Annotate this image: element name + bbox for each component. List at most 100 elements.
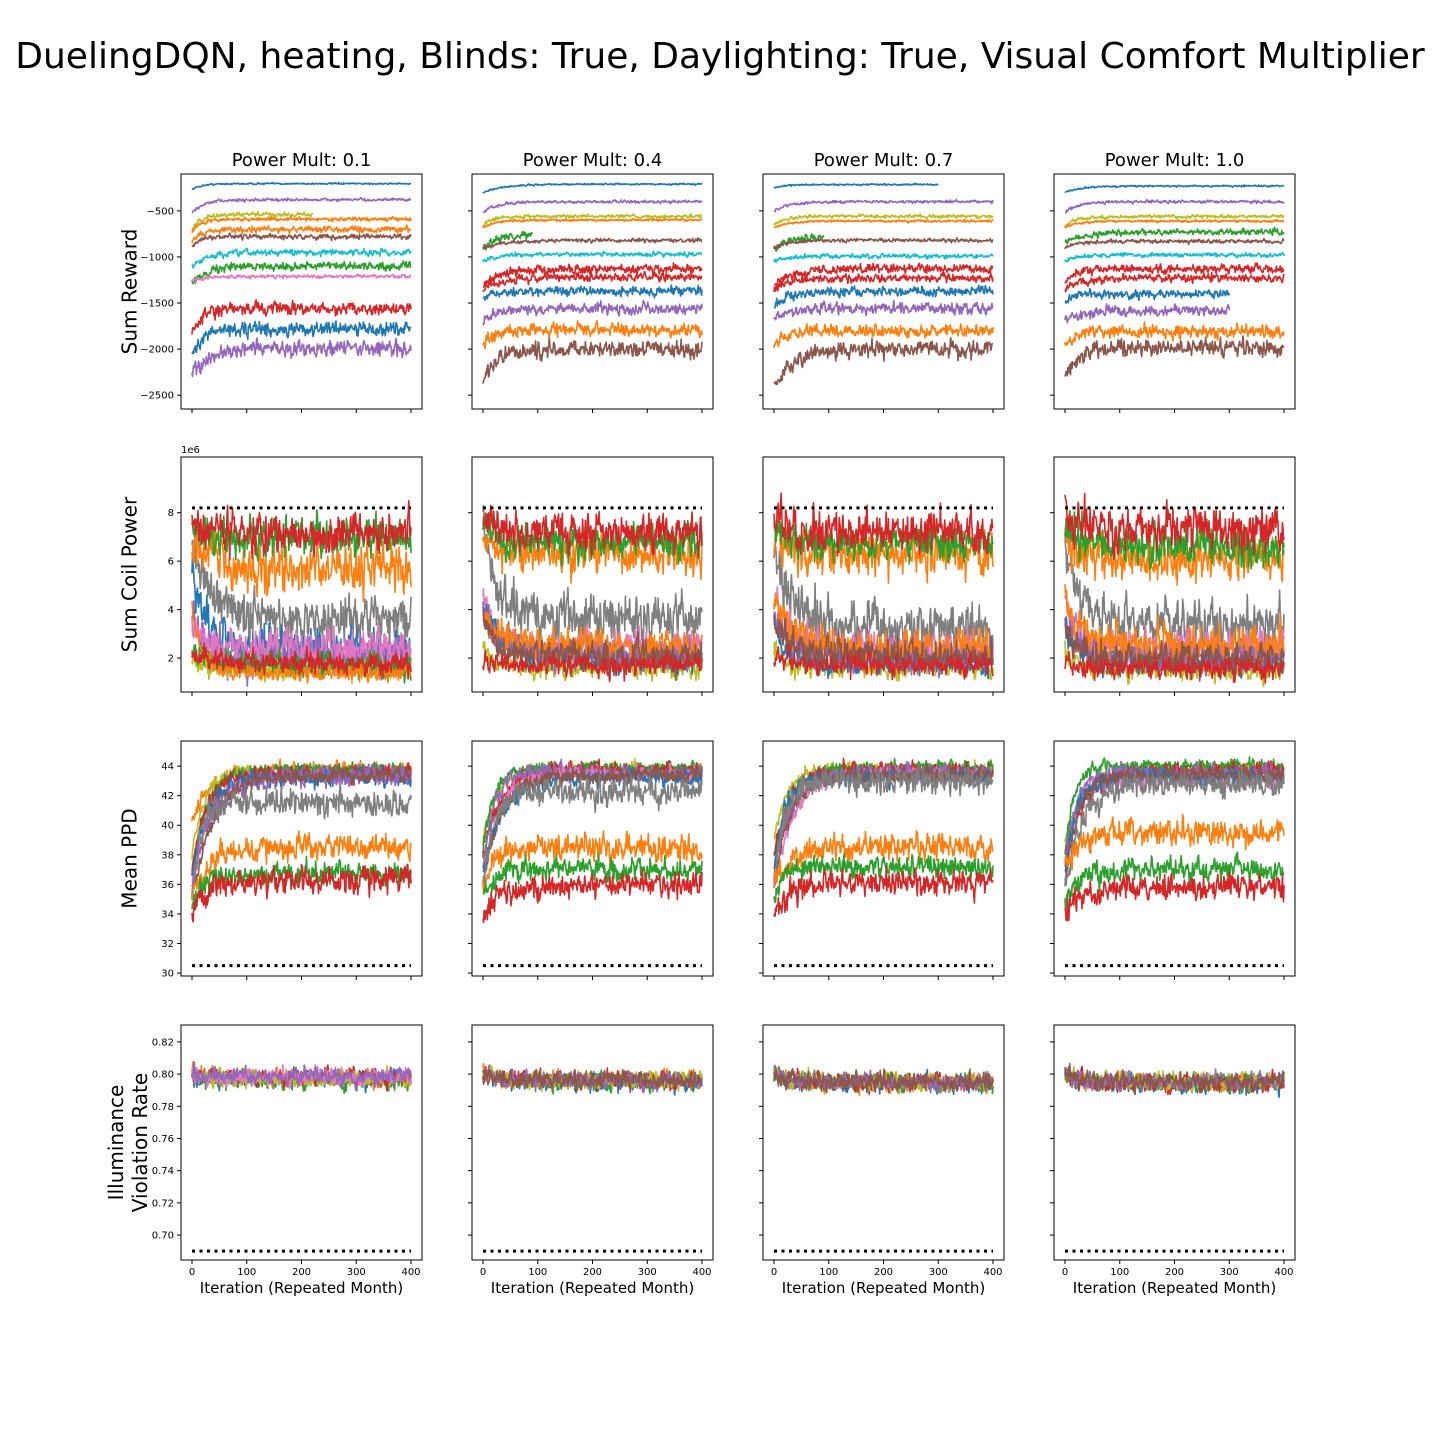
series-line-r0-c2-0: [773, 182, 939, 189]
y-tick-label: −2000: [140, 345, 174, 356]
series-line-r0-c3-2: [1064, 213, 1285, 227]
x-tick-label: 400: [401, 1267, 420, 1278]
x-axis-label: Iteration (Repeated Month): [782, 1279, 985, 1297]
series-line-r1-c2-0: [773, 544, 994, 659]
series-line-r2-c0-8: [191, 785, 412, 901]
axes-frame: [762, 1024, 1005, 1261]
series-line-r0-c2-12: [773, 336, 994, 386]
series-line-r0-c0-7: [191, 259, 412, 285]
series-line-r1-c0-7: [191, 524, 412, 603]
series-line-r0-c1-0: [482, 182, 703, 194]
series-line-r0-c3-11: [1064, 321, 1285, 347]
series-line-r1-c2-9: [773, 492, 994, 557]
x-tick-label: 400: [983, 1267, 1002, 1278]
y-tick-label: 2: [168, 654, 174, 665]
series-line-r0-c2-7: [773, 262, 994, 287]
series-line-r0-c2-1: [773, 198, 994, 213]
x-tick-label: 100: [1110, 1267, 1129, 1278]
series-line-r1-c3-0: [1064, 531, 1285, 655]
x-tick-label: 100: [237, 1267, 256, 1278]
y-tick-label: 38: [161, 850, 174, 861]
series-line-r2-c2-7: [773, 763, 994, 886]
series-line-r1-c1-0: [482, 504, 703, 650]
x-axis-label: Iteration (Repeated Month): [200, 1279, 403, 1297]
x-tick-label: 100: [819, 1267, 838, 1278]
y-tick-label: 0.80: [152, 1070, 174, 1081]
series-line-r0-c3-9: [1064, 287, 1231, 305]
series-line-r0-c1-5: [482, 237, 703, 250]
series-line-r0-c3-4: [1064, 226, 1285, 245]
series-line-r0-c1-11: [482, 319, 703, 350]
series-line-r0-c0-5: [191, 232, 412, 248]
column-title: Power Mult: 0.4: [523, 150, 663, 171]
y-offset-label: 1e6: [181, 445, 200, 456]
series-line-r2-c1-10: [482, 868, 703, 924]
series-line-r0-c2-4: [773, 233, 825, 252]
series-line-r2-c2-10: [773, 865, 994, 917]
series-line-r2-c0-6: [191, 763, 412, 888]
x-tick-label: 200: [1165, 1267, 1184, 1278]
series-line-r0-c3-0: [1064, 184, 1285, 194]
y-tick-label: 0.72: [152, 1198, 174, 1209]
series-line-r0-c0-9: [191, 299, 412, 335]
series-line-r0-c1-6: [482, 250, 703, 263]
x-tick-label: 0: [771, 1267, 777, 1278]
x-tick-label: 300: [638, 1267, 657, 1278]
series-line-r0-c2-6: [773, 252, 994, 264]
series-line-r0-c1-4: [482, 231, 534, 251]
series-line-r2-c1-7: [482, 775, 703, 886]
series-line-r1-c1-9: [482, 504, 703, 558]
series-line-r0-c2-3: [773, 218, 994, 229]
y-tick-label: 40: [161, 821, 174, 832]
series-line-r0-c2-11: [773, 322, 994, 349]
y-tick-label: 0.74: [152, 1166, 174, 1177]
x-tick-label: 200: [292, 1267, 311, 1278]
series-line-r3-c2-6: [773, 1068, 994, 1094]
series-line-r0-c0-4: [191, 224, 412, 244]
x-tick-label: 200: [874, 1267, 893, 1278]
series-line-r1-c3-6: [1064, 622, 1285, 682]
series-line-r2-c0-11: [191, 863, 412, 923]
series-line-r2-c1-9: [482, 853, 703, 896]
series-line-r0-c1-7: [482, 262, 703, 289]
series-line-r0-c1-3: [482, 217, 703, 229]
series-line-r0-c3-6: [1064, 251, 1285, 263]
x-tick-label: 0: [189, 1267, 195, 1278]
x-tick-label: 0: [1062, 1267, 1068, 1278]
y-axis-label: Sum Reward: [118, 229, 142, 355]
series-line-r0-c2-2: [773, 213, 994, 226]
series-line-r2-c0-9: [191, 830, 412, 900]
x-tick-label: 200: [583, 1267, 602, 1278]
axes-frame: [180, 1024, 423, 1261]
y-tick-label: 0.78: [152, 1102, 174, 1113]
series-line-r0-c1-10: [482, 299, 703, 326]
series-line-r2-c3-9: [1064, 851, 1285, 910]
series-line-r0-c3-12: [1064, 335, 1285, 377]
series-line-r0-c0-2: [191, 210, 314, 231]
y-tick-label: −2500: [140, 391, 174, 402]
column-title: Power Mult: 1.0: [1105, 150, 1245, 171]
series-line-r1-c2-6: [773, 615, 994, 675]
series-line-r0-c0-11: [191, 337, 412, 378]
series-line-r0-c1-2: [482, 213, 703, 227]
series-line-r0-c0-0: [191, 181, 412, 191]
x-axis-label: Iteration (Repeated Month): [1073, 1279, 1276, 1297]
series-line-r2-c3-7: [1064, 765, 1285, 887]
series-line-r0-c3-5: [1064, 237, 1285, 250]
series-line-r3-c3-6: [1064, 1065, 1285, 1096]
series-line-r2-c3-8: [1064, 813, 1285, 871]
series-line-r1-c0-9: [191, 499, 412, 561]
series-line-r0-c3-8: [1064, 271, 1285, 293]
series-line-r0-c2-10: [773, 299, 994, 321]
series-line-r1-c1-10: [482, 649, 703, 683]
y-tick-label: 0.76: [152, 1134, 174, 1145]
series-line-r0-c0-8: [191, 273, 412, 283]
series-line-r2-c3-10: [1064, 871, 1285, 922]
series-line-r0-c0-3: [191, 215, 412, 233]
axes-frame: [1053, 1024, 1296, 1261]
y-tick-label: 6: [168, 557, 174, 568]
column-title: Power Mult: 0.1: [232, 150, 372, 171]
series-line-r0-c1-8: [482, 270, 703, 293]
series-line-r0-c3-7: [1064, 262, 1285, 284]
